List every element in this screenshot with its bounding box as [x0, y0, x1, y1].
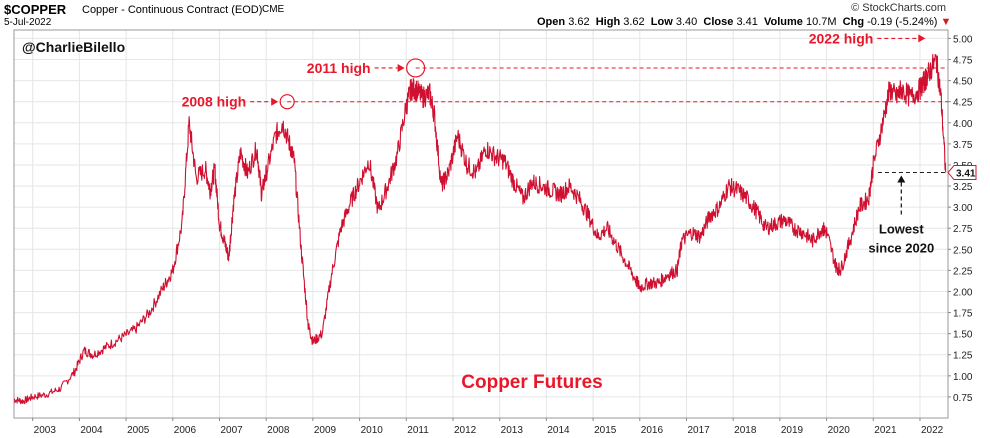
watermark-handle: @CharlieBilello: [22, 39, 125, 55]
lowest-label: Lowest: [879, 222, 924, 237]
x-tick-label: 2010: [361, 425, 384, 436]
ticker-symbol: $COPPER: [4, 2, 67, 17]
x-tick-label: 2014: [547, 425, 570, 436]
reference-lines: [287, 67, 948, 174]
x-tick-label: 2005: [127, 425, 150, 436]
y-tick-label: 4.50: [953, 77, 973, 88]
2008-high-arrow-icon: [271, 97, 279, 106]
x-tick-label: 2011: [407, 425, 429, 436]
y-tick-label: 3.75: [953, 140, 973, 151]
x-tick-label: 2003: [34, 425, 57, 436]
y-tick-label: 2.50: [953, 245, 973, 256]
x-tick-label: 2019: [781, 425, 804, 436]
high-value: 3.62: [623, 16, 645, 28]
chg-label: Chg: [842, 16, 865, 28]
low-label: Low: [650, 16, 673, 28]
x-tick-label: 2008: [267, 425, 290, 436]
copper-price-line: [13, 53, 947, 405]
chart-subtitle: Copper - Continuous Contract (EOD): [82, 4, 263, 16]
2008-high-circle: [279, 94, 295, 110]
x-tick-label: 2007: [220, 425, 243, 436]
y-tick-label: 0.75: [953, 393, 973, 404]
y-tick-label: 2.00: [953, 287, 973, 298]
2022-high-label: 2022 high: [809, 30, 874, 46]
2022-high-arrow-icon: [918, 34, 926, 43]
y-tick-label: 1.50: [953, 330, 973, 341]
y-tick-label: 2.25: [953, 266, 973, 277]
x-tick-label: 2016: [641, 425, 664, 436]
last-value-label: 3.41: [956, 169, 976, 180]
volume-label: Volume: [763, 16, 803, 28]
last-value-tag: [947, 165, 977, 181]
x-tick-label: 2018: [734, 425, 757, 436]
open-label: Open: [537, 16, 566, 28]
y-tick-label: 1.25: [953, 351, 973, 362]
x-tick-label: 2015: [594, 425, 617, 436]
high-label: High: [595, 16, 621, 28]
down-arrow-icon: ▼: [940, 16, 952, 28]
plot-frame: [13, 29, 949, 419]
x-axis: 2003 2004 2005 2006 2007 2008 2009 2010 2011 2012…: [32, 418, 944, 436]
since-2020-label: since 2020: [868, 241, 934, 256]
x-tick-label: 2020: [828, 425, 851, 436]
y-tick-label: 3.00: [953, 203, 973, 214]
x-tick-label: 2012: [454, 425, 477, 436]
low-value: 3.40: [675, 16, 698, 28]
2011-high-arrow-icon: [397, 63, 405, 72]
series-group: [13, 53, 947, 405]
volume-value: 10.7M: [805, 16, 837, 28]
exchange-label: CME: [262, 4, 285, 15]
2011-high-circle: [406, 58, 426, 78]
chart-date: 5-Jul-2022: [4, 17, 52, 28]
close-label: Close: [703, 16, 734, 28]
y-tick-label: 4.25: [953, 98, 973, 109]
x-tick-label: 2017: [687, 425, 710, 436]
x-tick-label: 2013: [501, 425, 524, 436]
2008-high-label: 2008 high: [182, 94, 247, 110]
y-tick-label: 4.00: [953, 119, 973, 130]
x-tick-label: 2006: [174, 425, 197, 436]
x-tick-label: 2004: [80, 425, 103, 436]
copyright-notice[interactable]: © StockCharts.com: [851, 2, 946, 14]
gridlines: [14, 30, 948, 418]
y-tick-label: 2.75: [953, 224, 973, 235]
ohlc-readout: Open 3.62 High 3.62 Low 3.40 Close 3.41 …: [537, 16, 951, 28]
low-arrow-icon: [897, 175, 906, 183]
y-tick-label: 1.75: [953, 309, 973, 320]
chart-title: Copper Futures: [461, 372, 602, 393]
y-axis: 0.75 1.00 1.25 1.50 1.75 2.00 2.25 2.50 2.75 3.00…: [948, 34, 973, 404]
2011-high-label: 2011 high: [307, 60, 371, 76]
annotations: 2008 high 2011 high 2022 high Lowest since 2…: [182, 30, 977, 256]
y-tick-label: 3.25: [953, 182, 973, 193]
close-value: 3.41: [736, 16, 758, 28]
y-tick-label: 5.00: [953, 34, 973, 45]
x-tick-label: 2022: [921, 425, 944, 436]
open-value: 3.62: [568, 16, 590, 28]
y-tick-label: 4.75: [953, 56, 973, 67]
x-tick-label: 2021: [874, 425, 897, 436]
y-tick-label: 1.00: [953, 372, 973, 383]
x-tick-label: 2009: [314, 425, 337, 436]
chg-value: -0.19 (-5.24%): [867, 16, 938, 28]
